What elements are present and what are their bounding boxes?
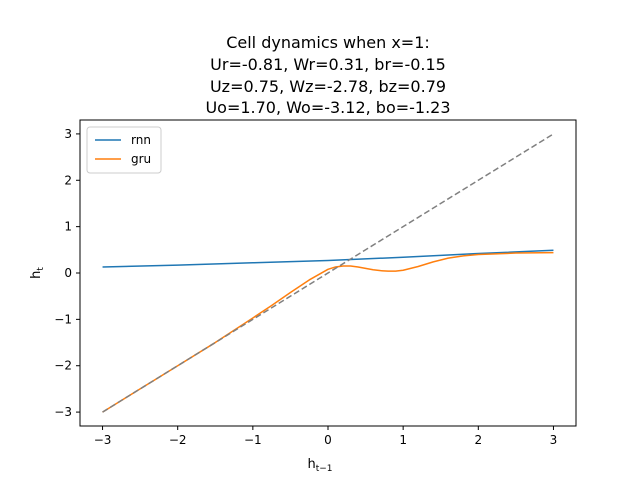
x-axis-label-main: h <box>307 457 315 472</box>
x-tick-label: −3 <box>94 433 112 447</box>
x-tick-label: 2 <box>474 433 482 447</box>
y-tick-label: −2 <box>54 359 72 373</box>
series-rnn <box>102 249 554 268</box>
reference-line <box>102 133 554 413</box>
legend-label-gru: gru <box>131 152 151 166</box>
legend-label-rnn: rnn <box>131 133 151 147</box>
y-tick-label: 1 <box>64 220 72 234</box>
y-tick-label: 0 <box>64 266 72 280</box>
x-tick-label: −2 <box>169 433 187 447</box>
y-tick-label: −1 <box>54 312 72 326</box>
y-tick-label: −3 <box>54 405 72 419</box>
legend-box <box>86 126 162 174</box>
series-reference-2 <box>102 133 554 413</box>
y-axis-label-sub: t <box>36 267 46 271</box>
plot-area <box>102 133 554 413</box>
x-tick-label: 1 <box>399 433 407 447</box>
y-axis-label-main: h <box>29 271 44 279</box>
y-tick-label: 3 <box>64 127 72 141</box>
title-line-4: Uo=1.70, Wo=-3.12, bo=-1.23 <box>205 98 450 117</box>
x-axis-label: ht−1 <box>307 457 332 474</box>
title-line-3: Uz=0.75, Wz=-2.78, bz=0.79 <box>210 77 446 96</box>
gru-line <box>102 251 554 413</box>
rnn-line <box>102 249 554 268</box>
y-axis-label: ht <box>29 267 46 279</box>
x-tick-label: 0 <box>324 433 332 447</box>
title-line-1: Cell dynamics when x=1: <box>226 33 430 52</box>
series-gru <box>102 251 554 413</box>
y-tick-label: 2 <box>64 173 72 187</box>
title-line-2: Ur=-0.81, Wr=0.31, br=-0.15 <box>210 55 446 74</box>
chart-title: Cell dynamics when x=1: Ur=-0.81, Wr=0.3… <box>205 33 450 117</box>
x-tick-label: 3 <box>550 433 558 447</box>
x-tick-label: −1 <box>244 433 262 447</box>
legend: rnn gru <box>86 126 162 174</box>
axis-ticks: −3 −2 −1 0 1 2 3 −3 −2 −1 0 1 2 3 <box>54 127 557 447</box>
x-axis-label-sub: t−1 <box>316 464 333 474</box>
